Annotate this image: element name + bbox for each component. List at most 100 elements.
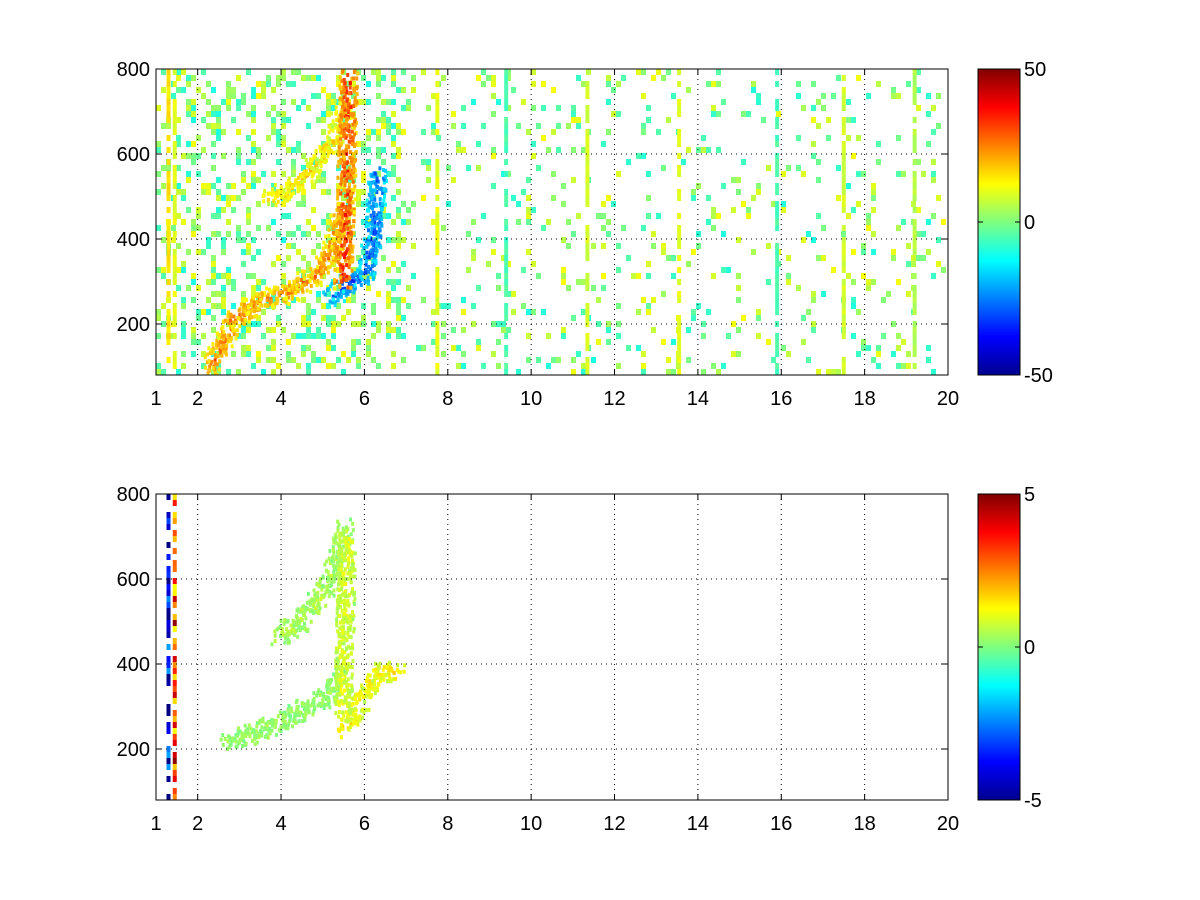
feature-cell [337, 127, 341, 132]
noise-cell [281, 327, 286, 333]
feature-cell [334, 254, 338, 259]
noise-cell [751, 195, 756, 201]
feature-cell [302, 621, 306, 626]
noise-cell [501, 255, 506, 261]
noise-cell [396, 207, 401, 213]
noise-cell [186, 177, 191, 183]
noise-cell [936, 237, 941, 243]
feature-cell [353, 716, 357, 721]
noise-cell [756, 333, 761, 339]
feature-cell [245, 731, 249, 736]
noise-cell [266, 357, 271, 363]
feature-cell [352, 591, 356, 596]
feature-cell [296, 618, 300, 623]
stripe-cell [166, 147, 171, 153]
feature-cell [207, 359, 211, 364]
feature-cell [322, 290, 326, 295]
stripe-cell [166, 614, 171, 620]
stripe-cell [585, 363, 590, 369]
feature-cell [346, 192, 350, 197]
stripe-cell [172, 734, 177, 740]
noise-cell [226, 219, 231, 225]
feature-cell [334, 532, 338, 537]
noise-cell [226, 369, 231, 375]
feature-cell [369, 249, 373, 254]
axes-frame [155, 68, 949, 376]
noise-cell [796, 165, 801, 171]
noise-cell [321, 177, 326, 183]
noise-cell [206, 183, 211, 189]
feature-cell [344, 646, 348, 651]
feature-cell [278, 710, 282, 715]
feature-cell [382, 180, 386, 185]
stripe-cell [585, 141, 590, 147]
noise-cell [496, 321, 501, 327]
noise-cell [616, 303, 621, 309]
noise-cell [851, 279, 856, 285]
noise-cell [196, 87, 201, 93]
feature-cell [353, 132, 357, 137]
noise-cell [271, 123, 276, 129]
noise-cell [431, 339, 436, 345]
feature-cell [343, 636, 347, 641]
feature-cell [318, 145, 322, 150]
noise-cell [591, 285, 596, 291]
stripe-cell [504, 189, 509, 195]
stripe-cell [585, 147, 590, 153]
feature-cell [342, 634, 346, 639]
feature-cell [347, 727, 351, 732]
feature-cell [351, 258, 355, 263]
feature-cell [367, 204, 371, 209]
stripe-cell [775, 99, 780, 105]
noise-cell [786, 273, 791, 279]
noise-cell [306, 345, 311, 351]
feature-cell [350, 553, 354, 558]
feature-cell [270, 642, 274, 647]
feature-cell [343, 113, 347, 118]
feature-cell [248, 302, 252, 307]
feature-cell [236, 316, 240, 321]
feature-cell [315, 610, 319, 615]
feature-cell [328, 589, 332, 594]
stripe-cell [166, 279, 171, 285]
feature-cell [342, 77, 346, 82]
feature-cell [300, 269, 304, 274]
feature-cell [283, 197, 287, 202]
feature-cell [223, 348, 227, 353]
feature-cell [347, 186, 351, 191]
noise-cell [321, 273, 326, 279]
y-tick-label: 200 [117, 739, 150, 761]
noise-cell [461, 351, 466, 357]
noise-cell [446, 303, 451, 309]
noise-cell [331, 333, 336, 339]
noise-cell [216, 369, 221, 375]
stripe-cell [841, 249, 846, 255]
feature-cell [312, 700, 316, 705]
noise-cell [651, 327, 656, 333]
colorbar [977, 68, 1021, 376]
noise-cell [291, 171, 296, 177]
noise-cell [821, 291, 826, 297]
noise-cell [441, 225, 446, 231]
feature-cell [365, 250, 369, 255]
feature-cell [235, 733, 239, 738]
noise-cell [396, 333, 401, 339]
stripe-cell [172, 578, 177, 584]
noise-cell [811, 141, 816, 147]
stripe-cell [172, 662, 177, 668]
feature-cell [213, 358, 217, 363]
noise-cell [521, 189, 526, 195]
feature-cell [369, 213, 373, 218]
noise-cell [411, 87, 416, 93]
feature-cell [346, 108, 350, 113]
noise-cell [896, 93, 901, 99]
noise-cell [211, 291, 216, 297]
noise-cell [416, 345, 421, 351]
noise-cell [176, 117, 181, 123]
noise-cell [606, 321, 611, 327]
feature-cell [339, 587, 343, 592]
feature-cell [350, 550, 354, 555]
feature-cell [287, 195, 291, 200]
noise-cell [551, 129, 556, 135]
noise-cell [181, 69, 186, 75]
